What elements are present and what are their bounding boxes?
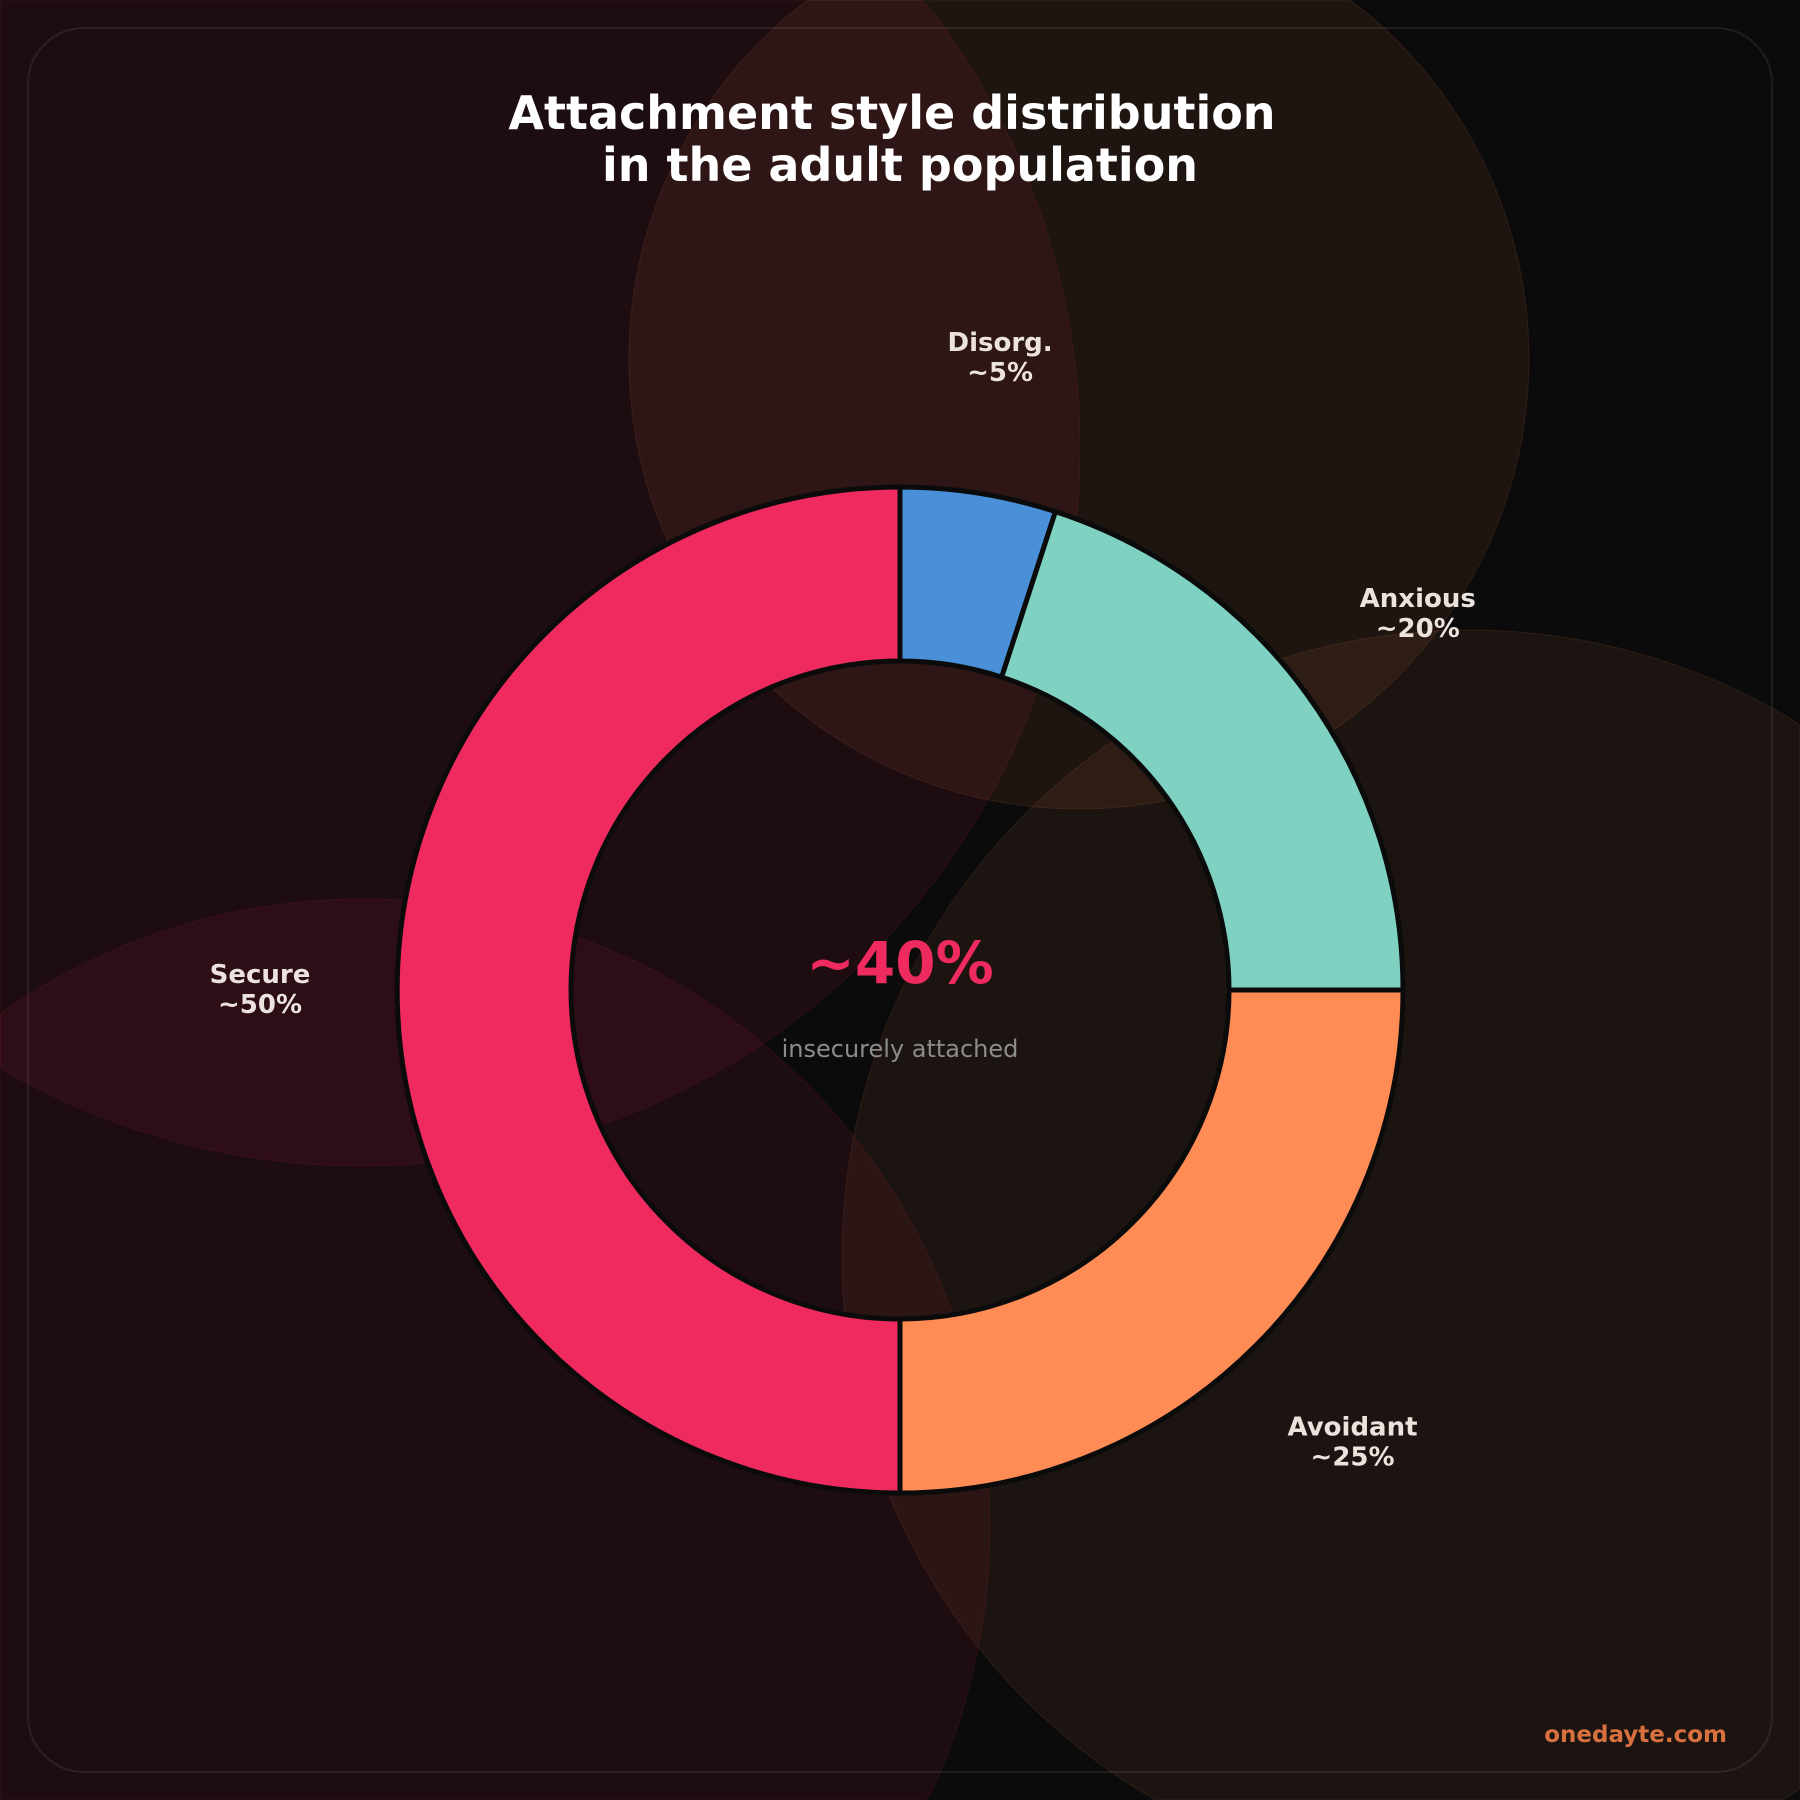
- slice-value-label: ~50%: [218, 990, 302, 1020]
- slice-label: Disorg. ~5%: [948, 328, 1053, 388]
- slice-name-label: Avoidant: [1288, 1413, 1418, 1443]
- slice-avoidant: [897, 987, 1406, 1496]
- slice-name-label: Secure: [210, 960, 311, 990]
- frame: [27, 27, 1773, 1773]
- chart-title: Attachment style distribution in the adu…: [508, 86, 1291, 192]
- watermark: onedayte.com: [1544, 1722, 1727, 1748]
- slice-name-label: Disorg.: [948, 328, 1053, 358]
- slice-name-label: Anxious: [1360, 584, 1476, 614]
- center-value: ~40%: [806, 929, 993, 997]
- slice-value-label: ~20%: [1376, 614, 1460, 644]
- slice-label: Avoidant ~25%: [1288, 1413, 1418, 1473]
- slice-label: Anxious ~20%: [1360, 584, 1476, 644]
- slice-value-label: ~25%: [1311, 1443, 1395, 1473]
- title-line-1: Attachment style distribution: [508, 86, 1275, 140]
- bg-circle: [0, 0, 1081, 1167]
- title-line-2: in the adult population: [602, 138, 1198, 192]
- bg-circle: [0, 898, 991, 1800]
- slice-label: Secure ~50%: [210, 960, 311, 1020]
- center-caption: insecurely attached: [782, 1035, 1019, 1063]
- donut-slices: [394, 484, 1406, 1496]
- slice-value-label: ~5%: [967, 358, 1033, 388]
- slice-labels: Disorg. ~5%Anxious ~20%Avoidant ~25%Secure ~…: [210, 328, 1476, 1473]
- slice-secure: [394, 484, 903, 1496]
- slice-anxious: [998, 508, 1406, 993]
